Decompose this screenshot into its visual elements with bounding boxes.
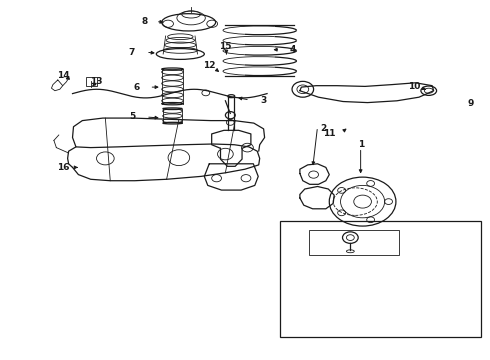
- Text: 14: 14: [57, 71, 70, 80]
- Text: 8: 8: [142, 17, 148, 26]
- Text: 10: 10: [408, 82, 420, 91]
- Text: 2: 2: [320, 124, 326, 133]
- Text: 15: 15: [219, 41, 232, 50]
- Text: 4: 4: [290, 45, 296, 54]
- Bar: [280, 221, 481, 337]
- Text: 5: 5: [129, 112, 135, 121]
- Text: 11: 11: [323, 129, 336, 138]
- Text: 7: 7: [128, 48, 135, 57]
- Text: 16: 16: [57, 163, 70, 172]
- Bar: [309, 230, 399, 255]
- Text: 6: 6: [133, 83, 139, 91]
- Text: 12: 12: [203, 61, 216, 70]
- Text: 13: 13: [90, 77, 102, 85]
- Text: 1: 1: [359, 140, 365, 149]
- Bar: [86, 77, 97, 86]
- Text: 9: 9: [467, 99, 474, 108]
- Text: 3: 3: [261, 95, 267, 104]
